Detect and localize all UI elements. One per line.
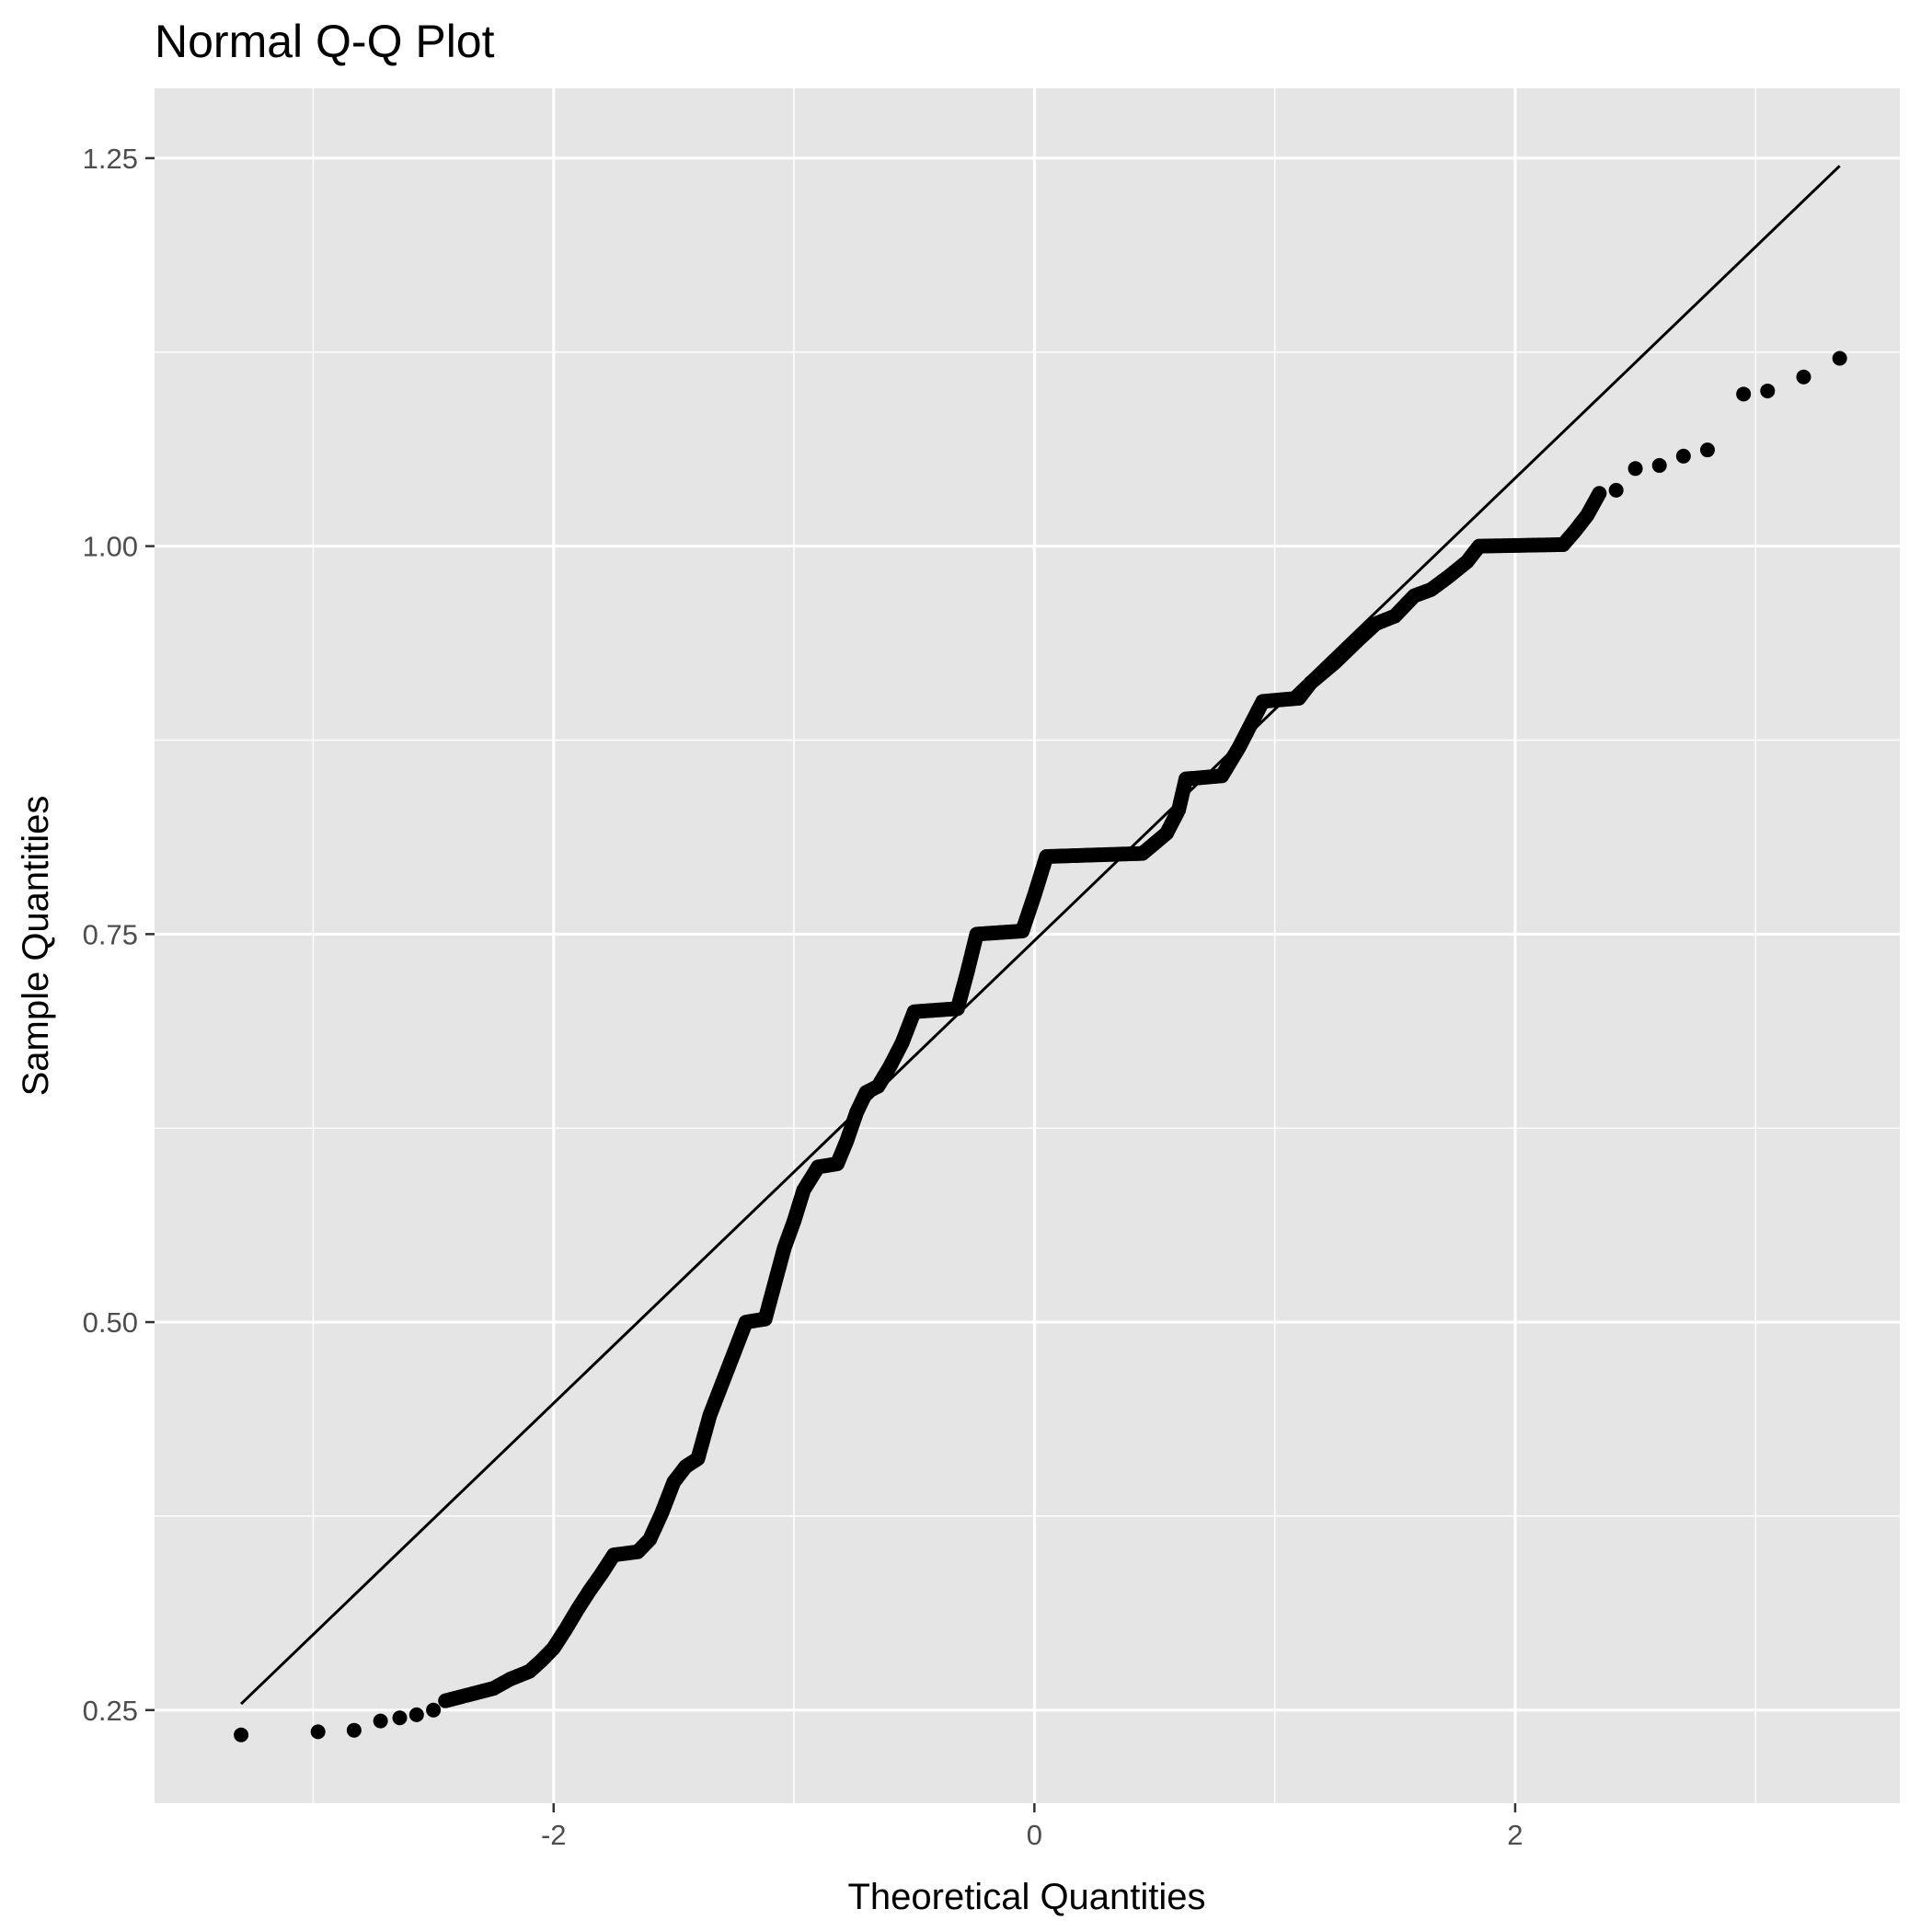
qq-point (1592, 486, 1607, 501)
x-tick-label: -2 (541, 1819, 567, 1851)
qq-point (408, 1707, 424, 1722)
y-axis-title: Sample Quantities (16, 796, 56, 1097)
y-tick-label: 1.25 (83, 143, 138, 175)
chart-title: Normal Q-Q Plot (155, 16, 495, 67)
x-tick-label: 2 (1507, 1819, 1523, 1851)
x-tick-label: 0 (1027, 1819, 1042, 1851)
x-axis: -2 0 2 (541, 1803, 1524, 1851)
qq-point (1699, 443, 1715, 458)
data-points (234, 351, 1847, 1742)
reference-line (240, 165, 1841, 1706)
y-tick-label: 0.50 (83, 1306, 138, 1339)
qq-point (1760, 383, 1776, 398)
y-tick-label: 0.25 (83, 1695, 138, 1727)
qq-point (426, 1702, 442, 1718)
qq-point (346, 1722, 362, 1738)
qq-point (1627, 461, 1643, 477)
qq-point (1736, 386, 1752, 402)
qq-point (373, 1713, 388, 1729)
qq-point (1796, 369, 1811, 385)
qq-point (1832, 351, 1847, 366)
y-axis: 0.25 0.50 0.75 1.00 1.25 (83, 143, 155, 1727)
qq-point (1675, 448, 1691, 464)
qq-point (392, 1710, 408, 1726)
qq-point (310, 1724, 326, 1740)
y-tick-label: 1.00 (83, 531, 138, 563)
qq-point (1651, 457, 1667, 473)
x-axis-title: Theoretical Quantities (847, 1877, 1205, 1917)
qq-point (1608, 482, 1624, 498)
y-tick-label: 0.75 (83, 918, 138, 950)
grid-minor (155, 88, 1900, 1803)
qq-point (234, 1727, 249, 1742)
